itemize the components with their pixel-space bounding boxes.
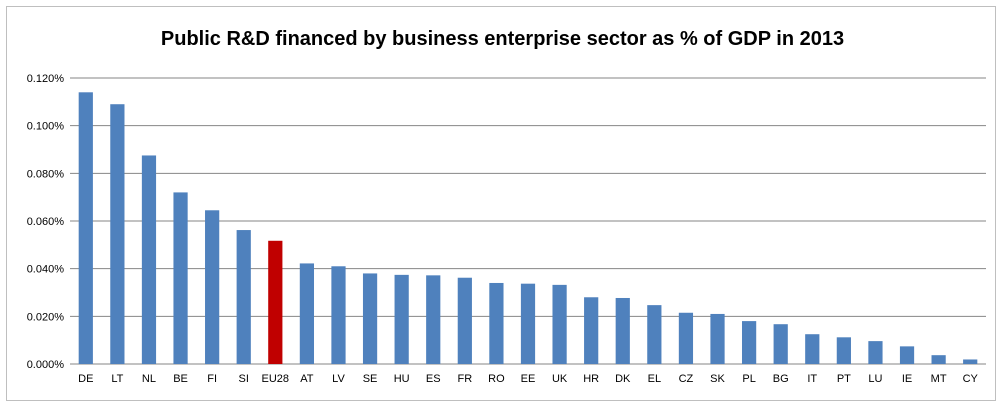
bar-dk [615, 297, 630, 364]
bar-pt [836, 337, 851, 364]
x-tick-label: FR [457, 373, 472, 385]
x-tick-label: RO [488, 373, 505, 385]
x-tick-label: DK [615, 373, 631, 385]
bar-fr [457, 277, 472, 364]
x-tick-label: LT [111, 373, 123, 385]
x-tick-label: HR [583, 373, 599, 385]
x-tick-label: BG [773, 373, 789, 385]
x-tick-label: UK [552, 373, 568, 385]
x-tick-label: LV [332, 373, 345, 385]
x-tick-label: PL [742, 373, 755, 385]
x-tick-label: ES [426, 373, 441, 385]
bar-si [236, 230, 251, 364]
x-tick-label: IT [807, 373, 817, 385]
bar-lt [110, 104, 125, 364]
x-tick-label: NL [142, 373, 156, 385]
x-tick-label: FI [207, 373, 217, 385]
bar-eu28 [268, 240, 283, 364]
bar-it [805, 334, 820, 364]
bar-pl [741, 321, 757, 364]
x-tick-label: CY [963, 373, 979, 385]
bar-be [173, 192, 188, 364]
bar-es [426, 275, 441, 364]
x-tick-label: DE [78, 373, 93, 385]
y-axis-ticks: 0.000% 0.020% 0.040% 0.060% 0.080% 0.100% 0.12… [27, 73, 65, 371]
bar-cy [963, 359, 978, 364]
bar-fi [205, 210, 220, 364]
x-tick-label: EE [521, 373, 536, 385]
bars [78, 92, 978, 365]
bar-bg [773, 324, 788, 364]
bar-hu [394, 274, 409, 364]
bar-ro [489, 282, 504, 364]
x-tick-label: HU [394, 373, 410, 385]
bar-lu [868, 341, 883, 364]
gridlines [70, 77, 986, 365]
x-tick-label: EU28 [262, 373, 290, 385]
x-tick-label: SK [710, 373, 725, 385]
bar-mt [931, 355, 946, 364]
y-tick-label: 0.020% [27, 311, 65, 323]
x-tick-label: CZ [679, 373, 694, 385]
x-tick-label: MT [931, 373, 947, 385]
x-tick-label: PT [837, 373, 851, 385]
bar-ie [899, 346, 915, 364]
y-tick-label: 0.060% [27, 216, 65, 228]
x-tick-label: SE [363, 373, 378, 385]
bar-nl [141, 155, 157, 364]
bar-el [647, 305, 662, 364]
bar-at [299, 263, 315, 364]
x-tick-label: LU [868, 373, 882, 385]
bar-lv [331, 266, 346, 364]
bar-se [362, 273, 378, 364]
chart-title: Public R&D financed by business enterpri… [160, 28, 845, 50]
y-tick-label: 0.000% [27, 359, 65, 371]
bar-de [78, 92, 93, 365]
y-tick-label: 0.040% [27, 264, 65, 276]
bar-uk [552, 284, 567, 364]
x-tick-label: BE [173, 373, 188, 385]
y-tick-label: 0.100% [27, 121, 65, 133]
y-tick-label: 0.080% [27, 168, 65, 180]
bar-ee [520, 283, 536, 364]
x-tick-label: AT [300, 373, 314, 385]
bar-cz [678, 312, 694, 364]
x-axis-ticks: DE LT NL BE FI SI EU28 AT LV SE HU ES FR RO EE UK HR DK EL… [78, 373, 978, 385]
x-tick-label: SI [239, 373, 249, 385]
bar-sk [710, 313, 725, 364]
x-tick-label: IE [902, 373, 912, 385]
x-tick-label: EL [648, 373, 661, 385]
y-tick-label: 0.120% [27, 73, 65, 85]
bar-hr [584, 297, 599, 364]
